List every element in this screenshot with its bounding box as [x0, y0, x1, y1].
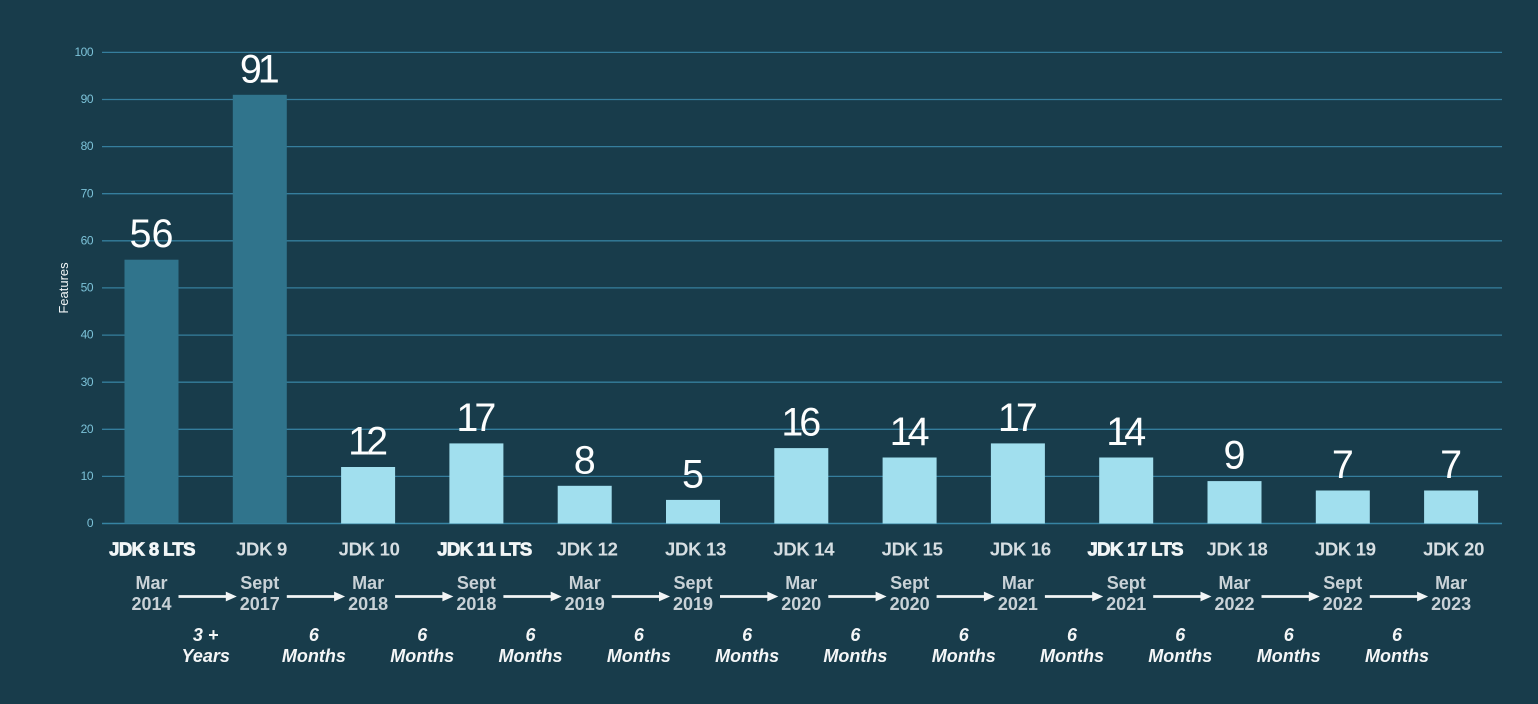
svg-text:12: 12	[348, 420, 388, 464]
svg-text:Sept: Sept	[673, 573, 712, 593]
svg-text:6: 6	[634, 625, 645, 645]
svg-text:Sept: Sept	[240, 573, 279, 593]
svg-text:Years: Years	[182, 646, 230, 666]
svg-text:2021: 2021	[1106, 594, 1146, 614]
svg-text:17: 17	[998, 396, 1038, 440]
svg-text:JDK 16: JDK 16	[990, 539, 1051, 560]
svg-text:Mar: Mar	[135, 573, 167, 593]
svg-text:2017: 2017	[240, 594, 280, 614]
svg-text:JDK 14: JDK 14	[773, 539, 835, 560]
svg-text:2021: 2021	[998, 594, 1038, 614]
svg-text:80: 80	[81, 139, 94, 153]
svg-text:Mar: Mar	[352, 573, 384, 593]
svg-text:Months: Months	[823, 646, 887, 666]
svg-text:6: 6	[525, 625, 536, 645]
svg-text:3 +: 3 +	[193, 625, 219, 645]
svg-text:Features: Features	[56, 262, 71, 314]
svg-text:JDK 9: JDK 9	[236, 539, 287, 560]
svg-text:91: 91	[240, 47, 280, 91]
svg-text:2022: 2022	[1323, 594, 1363, 614]
svg-text:6: 6	[1067, 625, 1078, 645]
svg-text:6: 6	[1175, 625, 1186, 645]
svg-text:6: 6	[309, 625, 320, 645]
svg-text:Mar: Mar	[1435, 573, 1467, 593]
svg-text:50: 50	[81, 281, 94, 295]
svg-text:Sept: Sept	[890, 573, 929, 593]
svg-text:JDK 19: JDK 19	[1315, 539, 1376, 560]
svg-text:2018: 2018	[456, 594, 496, 614]
svg-text:JDK 18: JDK 18	[1207, 539, 1268, 560]
svg-text:JDK 15: JDK 15	[882, 539, 943, 560]
svg-text:JDK 8 LTS: JDK 8 LTS	[109, 539, 195, 560]
svg-text:2020: 2020	[781, 594, 821, 614]
svg-text:30: 30	[81, 375, 94, 389]
svg-text:6: 6	[742, 625, 753, 645]
svg-text:100: 100	[74, 45, 93, 59]
svg-text:Months: Months	[1148, 646, 1212, 666]
svg-text:Mar: Mar	[785, 573, 817, 593]
svg-text:90: 90	[81, 92, 94, 106]
svg-text:6: 6	[1392, 625, 1403, 645]
svg-text:Months: Months	[1040, 646, 1104, 666]
svg-text:6: 6	[959, 625, 970, 645]
svg-text:Mar: Mar	[1218, 573, 1250, 593]
svg-text:Months: Months	[715, 646, 779, 666]
svg-text:Mar: Mar	[1002, 573, 1034, 593]
svg-text:2020: 2020	[890, 594, 930, 614]
svg-text:56: 56	[130, 212, 174, 256]
svg-text:Months: Months	[1257, 646, 1321, 666]
svg-text:JDK 17 LTS: JDK 17 LTS	[1087, 539, 1183, 560]
svg-text:9: 9	[1224, 434, 1246, 478]
svg-text:2023: 2023	[1431, 594, 1471, 614]
svg-text:Months: Months	[499, 646, 563, 666]
svg-text:2018: 2018	[348, 594, 388, 614]
svg-text:JDK 11 LTS: JDK 11 LTS	[437, 539, 532, 560]
svg-text:JDK 20: JDK 20	[1423, 539, 1484, 560]
svg-text:JDK 13: JDK 13	[665, 539, 726, 560]
svg-text:40: 40	[81, 328, 94, 342]
svg-text:Months: Months	[282, 646, 346, 666]
svg-text:6: 6	[1284, 625, 1295, 645]
svg-text:8: 8	[574, 438, 596, 482]
svg-text:Sept: Sept	[1107, 573, 1146, 593]
svg-text:6: 6	[850, 625, 861, 645]
svg-text:70: 70	[81, 186, 94, 200]
svg-text:5: 5	[682, 452, 704, 496]
svg-text:2014: 2014	[131, 594, 171, 614]
svg-text:14: 14	[1106, 410, 1146, 454]
svg-text:JDK 10: JDK 10	[339, 539, 400, 560]
svg-text:0: 0	[87, 516, 94, 530]
svg-text:2019: 2019	[673, 594, 713, 614]
svg-text:Mar: Mar	[569, 573, 601, 593]
svg-text:60: 60	[81, 233, 94, 247]
svg-text:Months: Months	[1365, 646, 1429, 666]
svg-text:20: 20	[81, 422, 94, 436]
svg-text:6: 6	[417, 625, 428, 645]
svg-text:16: 16	[781, 401, 821, 445]
svg-text:14: 14	[890, 410, 930, 454]
svg-text:7: 7	[1440, 443, 1462, 487]
svg-text:2022: 2022	[1214, 594, 1254, 614]
svg-text:2019: 2019	[565, 594, 605, 614]
svg-text:Months: Months	[932, 646, 996, 666]
svg-text:Months: Months	[390, 646, 454, 666]
svg-text:10: 10	[81, 469, 94, 483]
svg-text:17: 17	[456, 396, 496, 440]
svg-text:JDK 12: JDK 12	[557, 539, 618, 560]
svg-text:Sept: Sept	[457, 573, 496, 593]
svg-text:7: 7	[1332, 443, 1354, 487]
svg-text:Months: Months	[607, 646, 671, 666]
svg-text:Sept: Sept	[1323, 573, 1362, 593]
